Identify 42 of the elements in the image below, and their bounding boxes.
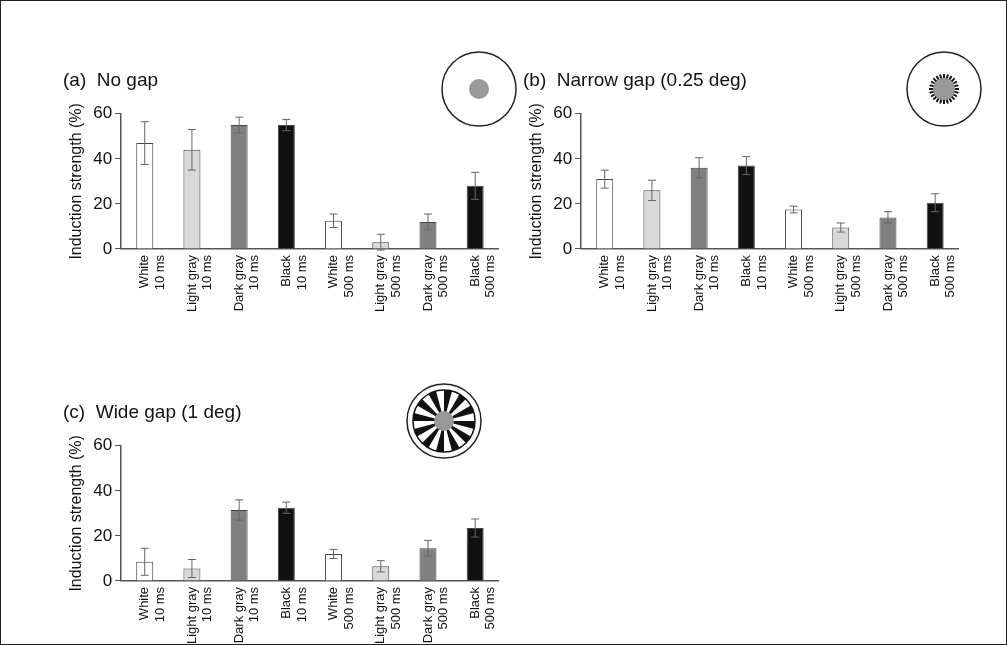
y-tick-label: 60 [93, 435, 113, 455]
x-tick-label: White 10 ms [596, 254, 627, 291]
x-tick-label: Black 500 ms [926, 254, 958, 298]
y-axis-title: Induction strength (%) [67, 435, 85, 592]
x-tick-label: Black 500 ms [466, 586, 498, 630]
chart-title: (c) Wide gap (1 deg) [63, 400, 242, 422]
x-tick-label: White 500 ms [325, 254, 356, 298]
x-tick-label: Dark gray 500 ms [419, 586, 451, 644]
x-tick-label: White 500 ms [325, 586, 356, 630]
y-tick-label: 40 [93, 480, 113, 500]
x-tick-label: Light gray 500 ms [372, 254, 403, 312]
x-tick-label: Light gray 10 ms [643, 254, 675, 312]
x-tick-label: Black 500 ms [466, 254, 498, 298]
x-tick-label: Light gray 10 ms [183, 586, 215, 644]
x-tick-label: Dark gray 500 ms [419, 254, 451, 312]
x-tick-label: Black 10 ms [737, 254, 769, 291]
chart-title: (b) Narrow gap (0.25 deg) [523, 68, 747, 90]
y-tick-label: 20 [93, 193, 113, 213]
x-tick-label: White 10 ms [136, 586, 167, 623]
y-tick-label: 40 [93, 148, 113, 168]
x-tick-label: Light gray 500 ms [372, 586, 403, 644]
x-tick-label: Dark gray 10 ms [230, 254, 262, 312]
x-tick-label: Dark gray 10 ms [690, 254, 722, 312]
y-axis-title: Induction strength (%) [67, 103, 85, 260]
x-tick-label: Light gray 500 ms [832, 254, 863, 312]
y-tick-label: 20 [93, 525, 113, 545]
x-tick-label: White 10 ms [136, 254, 167, 291]
y-axis-title: Induction strength (%) [527, 103, 545, 260]
chart-title: (a) No gap [63, 68, 159, 90]
y-tick-label: 60 [553, 103, 573, 123]
x-tick-label: Dark gray 10 ms [230, 586, 262, 644]
x-tick-label: Light gray 10 ms [183, 254, 215, 312]
y-tick-label: 60 [93, 103, 113, 123]
y-tick-label: 20 [553, 193, 573, 213]
y-tick-label: 0 [102, 570, 113, 590]
y-tick-label: 40 [553, 148, 573, 168]
x-tick-label: White 500 ms [785, 254, 816, 298]
x-tick-label: Dark gray 500 ms [879, 254, 911, 312]
y-tick-label: 0 [102, 238, 113, 258]
x-tick-label: Black 10 ms [277, 254, 309, 291]
y-tick-label: 0 [562, 238, 573, 258]
x-tick-label: Black 10 ms [277, 586, 309, 623]
